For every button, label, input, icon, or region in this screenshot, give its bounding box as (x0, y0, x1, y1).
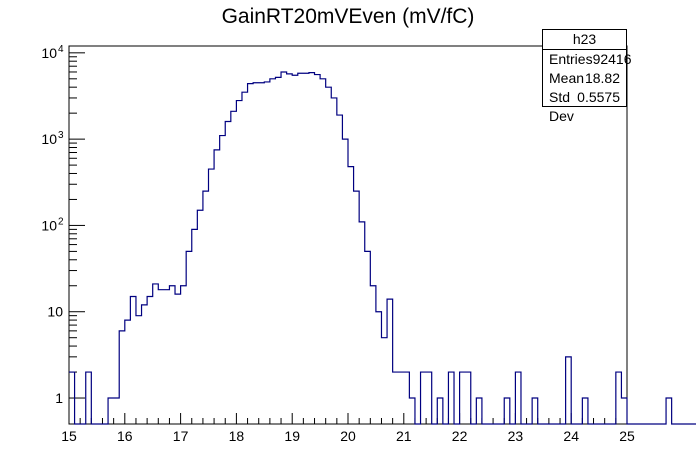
x-tick-label: 21 (396, 428, 412, 444)
x-tick-label: 18 (229, 428, 245, 444)
x-tick-label: 19 (284, 428, 300, 444)
y-tick-exponent: 3 (58, 130, 64, 141)
stats-entries-label: Entries (549, 51, 593, 67)
y-tick-exponent: 4 (58, 44, 64, 55)
stats-entries-value: 92416 (592, 51, 632, 67)
histogram-line (69, 71, 696, 425)
x-tick-label: 23 (508, 428, 524, 444)
stats-mean-value: 18.82 (584, 70, 620, 86)
y-tick-label: 10 (41, 131, 57, 147)
chart-title: GainRT20mVEven (mV/fC) (221, 5, 475, 28)
stats-histogram-name: h23 (543, 30, 626, 50)
x-axis: 15 16 17 18 19 20 21 22 23 24 25 (61, 413, 635, 444)
x-tick-label: 20 (340, 428, 356, 444)
stats-entries-row: Entries 92416 (543, 50, 632, 69)
y-tick-label: 10 (41, 45, 57, 61)
x-tick-label: 17 (173, 428, 189, 444)
stats-mean-label: Mean (549, 70, 585, 86)
x-tick-label: 25 (619, 428, 635, 444)
y-tick-label: 1 (55, 390, 63, 406)
x-tick-label: 16 (117, 428, 133, 444)
y-tick-label: 10 (41, 217, 57, 233)
stats-stddev-value: 0.5575 (577, 89, 620, 105)
stats-mean-row: Mean 18.82 (543, 69, 626, 88)
x-tick-label: 15 (61, 428, 77, 444)
y-tick-label: 10 (47, 304, 63, 320)
stats-stddev-row: Std Dev 0.5575 (543, 88, 626, 124)
y-tick-exponent: 2 (58, 216, 64, 227)
stats-box: h23 Entries 92416 Mean 18.82 Std Dev 0.5… (542, 29, 632, 124)
x-tick-label: 24 (563, 428, 579, 444)
stats-stddev-label: Std Dev (549, 89, 574, 124)
x-tick-label: 22 (452, 428, 468, 444)
